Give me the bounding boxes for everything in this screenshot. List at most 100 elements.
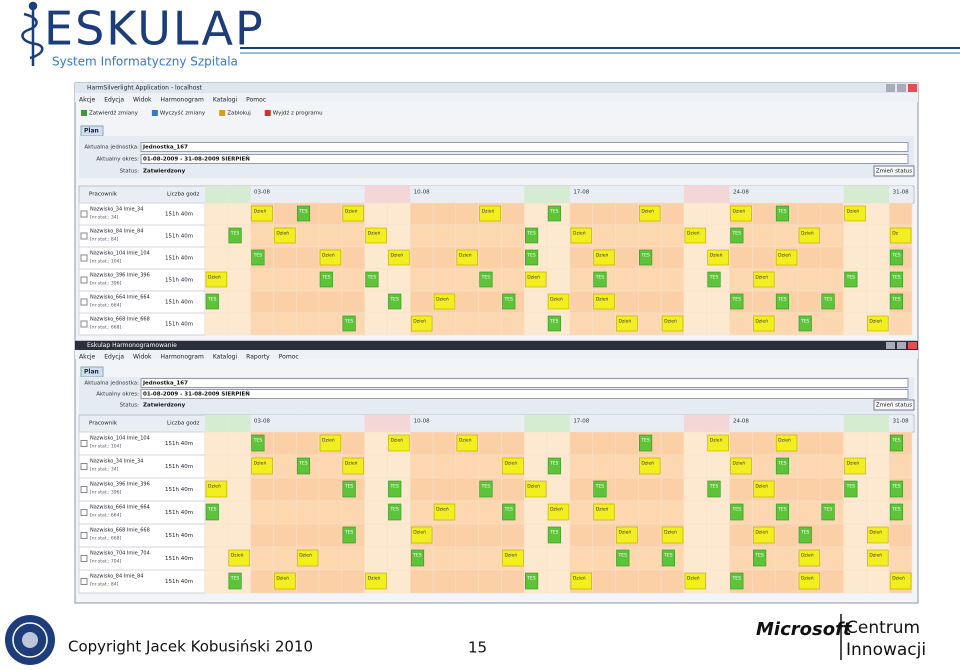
- shift-label: TES: [253, 438, 263, 444]
- day-cell: [364, 454, 388, 479]
- shift-label: TES: [732, 507, 742, 513]
- shift-block: [730, 503, 744, 521]
- employee-hours: 151h 40m: [165, 256, 193, 262]
- field-box: [140, 142, 909, 152]
- shift-block: [867, 549, 889, 567]
- shift-label: TES: [732, 297, 742, 303]
- shift-block: [479, 205, 501, 222]
- shift-label: Dzień: [413, 529, 426, 536]
- shift-label: TES: [823, 507, 833, 513]
- menu-item: Pomoc: [246, 97, 266, 104]
- shift-block: [524, 271, 547, 288]
- day-cell: [706, 500, 730, 525]
- shift-block: [821, 293, 835, 310]
- row-checkbox: [80, 232, 88, 240]
- shift-block: [775, 457, 790, 475]
- employee-hours: 151h 40m: [165, 556, 193, 562]
- day-cell: [820, 312, 844, 336]
- day-header: [866, 415, 890, 432]
- shift-block: [410, 315, 433, 332]
- employee-name: Nazwisko_84 Imie_84: [90, 574, 143, 580]
- day-cell: [318, 290, 343, 314]
- day-cell: [660, 500, 685, 525]
- day-cell: [387, 224, 411, 248]
- day-cell: [455, 312, 479, 336]
- shift-block: [205, 271, 228, 288]
- shift-label: TES: [526, 576, 536, 582]
- day-cell: [501, 268, 525, 292]
- day-header: [250, 415, 274, 432]
- shift-label: TES: [891, 507, 901, 513]
- row-checkbox: [80, 320, 88, 328]
- day-cell: [843, 312, 867, 336]
- shift-block: [524, 572, 539, 590]
- day-cell: [455, 523, 479, 548]
- field-label: Aktualna jednostka:: [84, 381, 139, 387]
- day-cell: [227, 500, 251, 525]
- shift-block: [205, 480, 228, 498]
- menu-item: Katalogi: [213, 354, 238, 361]
- day-cell: [227, 523, 251, 548]
- date-header: 24-08: [733, 419, 749, 425]
- day-cell: [752, 569, 776, 594]
- shift-block: [684, 572, 707, 590]
- shift-label: Dzień: [322, 437, 335, 444]
- toolbar-icon: [264, 110, 271, 116]
- day-cell: [660, 431, 685, 456]
- shift-block: [684, 227, 707, 244]
- day-header: [775, 186, 798, 203]
- button[interactable]: [873, 165, 915, 177]
- window-title: HarmSilverlight Application - localhost: [87, 85, 203, 92]
- button[interactable]: [873, 399, 915, 411]
- day-cell: [729, 477, 753, 502]
- day-cell: [797, 290, 822, 314]
- shift-label: TES: [823, 297, 833, 303]
- day-header: [706, 415, 730, 432]
- day-cell: [455, 290, 479, 314]
- row-checkbox: [80, 532, 88, 539]
- day-cell: [888, 312, 913, 336]
- day-cell: [706, 202, 730, 226]
- shift-block: [479, 271, 493, 288]
- day-cell: [273, 477, 297, 502]
- day-cell: [752, 431, 776, 456]
- day-header: [410, 186, 434, 203]
- day-cell: [638, 569, 662, 594]
- shift-block: [707, 249, 729, 266]
- day-cell: [683, 546, 707, 571]
- day-cell: [524, 454, 548, 479]
- day-cell: [455, 546, 479, 571]
- shift-label: Dzień: [687, 575, 700, 582]
- day-cell: [364, 312, 388, 336]
- field-value: 01-08-2009 - 31-08-2009 SIERPIEŃ: [143, 155, 250, 163]
- date-header: 10-08: [414, 419, 430, 425]
- field-label: Aktualny okres:: [96, 157, 139, 163]
- shift-label: Dzień: [892, 575, 905, 582]
- shift-block: [798, 549, 821, 567]
- day-cell: [866, 477, 890, 502]
- day-cell: [546, 546, 571, 571]
- day-cell: [638, 546, 662, 571]
- shift-label: Dzień: [710, 437, 723, 444]
- shift-label: Dzień: [596, 506, 609, 513]
- day-cell: [410, 290, 434, 314]
- day-cell: [204, 246, 229, 270]
- day-cell: [250, 290, 274, 314]
- employee-hours: 151h 40m: [165, 322, 193, 328]
- shift-label: TES: [891, 275, 901, 281]
- day-cell: [752, 290, 776, 314]
- window-button: [908, 84, 917, 92]
- toolbar-button: Wyczyść zmiany: [160, 110, 206, 117]
- field-label: Aktualny okres:: [96, 392, 139, 398]
- day-header: [387, 186, 411, 203]
- page-number: 15: [468, 639, 487, 657]
- day-cell: [455, 500, 479, 525]
- day-header: [205, 415, 228, 432]
- shift-label: TES: [298, 461, 308, 467]
- shift-block: [889, 480, 904, 498]
- university-seal: [5, 615, 55, 665]
- shift-block: [844, 480, 858, 498]
- day-cell: [455, 268, 479, 292]
- day-cell: [752, 246, 776, 270]
- day-cell: [341, 431, 365, 456]
